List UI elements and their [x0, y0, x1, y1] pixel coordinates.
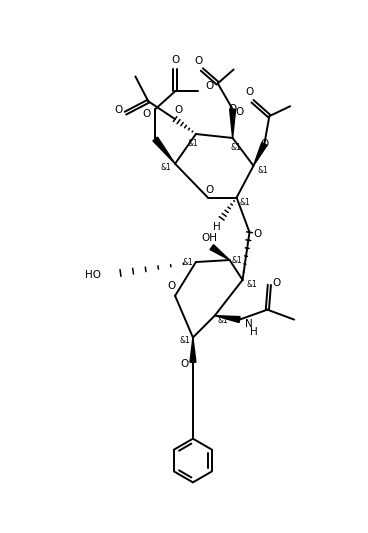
- Text: O: O: [272, 278, 280, 288]
- Text: O: O: [195, 55, 203, 66]
- Polygon shape: [230, 109, 236, 138]
- Text: HO: HO: [85, 270, 100, 280]
- Text: H: H: [213, 222, 221, 232]
- Text: &1: &1: [230, 143, 241, 152]
- Text: &1: &1: [239, 198, 250, 207]
- Polygon shape: [153, 137, 175, 164]
- Text: O: O: [253, 229, 262, 239]
- Text: &1: &1: [217, 316, 228, 325]
- Text: &1: &1: [180, 336, 190, 345]
- Polygon shape: [210, 245, 230, 260]
- Text: O: O: [167, 281, 175, 291]
- Text: O: O: [174, 105, 182, 115]
- Text: &1: &1: [161, 163, 171, 172]
- Text: OH: OH: [202, 233, 218, 243]
- Text: &1: &1: [231, 255, 242, 264]
- Text: &1: &1: [183, 257, 193, 266]
- Text: O: O: [114, 105, 123, 115]
- Text: O: O: [245, 87, 254, 98]
- Text: O: O: [260, 139, 269, 149]
- Text: O: O: [206, 184, 214, 195]
- Text: &1: &1: [188, 140, 198, 148]
- Text: H: H: [250, 327, 257, 336]
- Polygon shape: [254, 143, 267, 166]
- Polygon shape: [215, 316, 240, 322]
- Text: O: O: [229, 104, 237, 114]
- Text: &1: &1: [257, 166, 268, 175]
- Text: N: N: [245, 319, 252, 328]
- Polygon shape: [190, 337, 196, 362]
- Text: &1: &1: [246, 280, 257, 289]
- Text: O: O: [142, 109, 151, 119]
- Text: O: O: [181, 359, 189, 369]
- Text: O: O: [236, 107, 244, 117]
- Text: O: O: [206, 82, 214, 91]
- Text: O: O: [171, 54, 179, 64]
